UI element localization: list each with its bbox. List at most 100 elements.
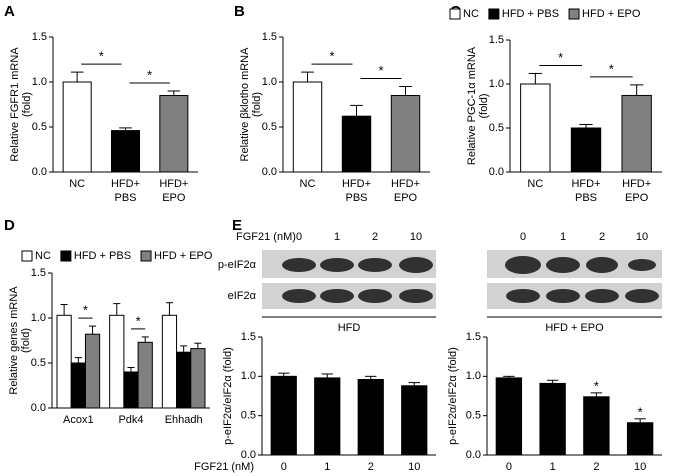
blot-band: [586, 257, 618, 273]
bar: [70, 362, 86, 409]
x-tick-label: Acox1: [63, 414, 94, 426]
bar: [159, 95, 189, 173]
blot-band: [282, 289, 316, 303]
x-tick-label: 2: [593, 461, 599, 473]
y-tick-label: 0.5: [241, 410, 256, 422]
legend-label: HFD + PBS: [502, 8, 559, 20]
y-axis-label: p-eIF2α/eIF2α (fold): [222, 347, 234, 445]
significance-label: *: [378, 63, 383, 78]
y-tick-label: 1.5: [262, 31, 277, 43]
lane-label: 0: [296, 231, 302, 243]
x-tick-label: 0: [281, 461, 287, 473]
y-tick-label: 1.5: [31, 267, 46, 279]
bar: [176, 351, 192, 409]
significance-label: *: [609, 61, 614, 76]
x-tick-label: HFD+: [622, 178, 651, 190]
x-tick-label: HFD+: [159, 178, 188, 190]
blot-band: [320, 289, 354, 303]
significance-label: *: [147, 67, 152, 82]
blot-band: [546, 289, 580, 303]
y-tick-label: 1.0: [241, 370, 256, 382]
x-tick-label: PBS: [345, 192, 367, 204]
y-tick-label: 1.5: [466, 331, 481, 343]
y-axis-label: Relative FGFR1 mRNA: [9, 47, 21, 162]
x-tick-label: HFD+: [111, 178, 140, 190]
panel-label: B: [234, 3, 245, 20]
blot-row-label: eIF2α: [228, 290, 257, 302]
y-tick-label: 0.5: [466, 410, 481, 422]
x-tick-label: Ehhadh: [165, 414, 203, 426]
bar: [137, 341, 153, 409]
bar: [357, 378, 384, 456]
blot-band: [506, 289, 540, 303]
bar: [270, 375, 297, 456]
legend-swatch: [140, 250, 152, 262]
x-tick-label: EPO: [162, 192, 186, 204]
lane-label: 2: [599, 231, 605, 243]
significance-label: *: [558, 50, 563, 65]
y-tick-label: 0.5: [489, 122, 504, 134]
blot-band: [320, 258, 354, 272]
x-tick-label: PBS: [575, 192, 597, 204]
bar: [539, 382, 566, 456]
x-tick-label: HFD+: [391, 178, 420, 190]
bar: [495, 377, 523, 456]
legend-label: HFD + EPO: [582, 8, 641, 20]
y-axis-label: (fold): [21, 92, 33, 117]
significance-label: *: [329, 49, 334, 64]
bar: [84, 333, 101, 409]
y-tick-label: 1.0: [32, 76, 47, 88]
lane-label: 1: [334, 231, 340, 243]
y-axis-label: (fold): [20, 328, 32, 353]
concentration-label: FGF21 (nM): [236, 231, 296, 243]
bar: [62, 81, 92, 173]
y-tick-label: 0.5: [31, 357, 46, 369]
x-tick-label: EPO: [625, 192, 649, 204]
y-tick-label: 1.5: [489, 34, 504, 46]
x-tick-label: EPO: [394, 192, 418, 204]
bar: [341, 115, 372, 173]
significance-label: *: [594, 378, 599, 393]
bar: [56, 314, 72, 409]
legend-swatch: [568, 8, 580, 20]
x-tick-label: NC: [69, 178, 85, 190]
x-tick-label: 1: [550, 461, 556, 473]
bar: [390, 95, 421, 173]
blot-band: [358, 289, 392, 303]
bar: [401, 385, 428, 456]
y-axis-label: p-eIF2α/eIF2α (fold): [447, 347, 459, 445]
x-tick-label: 2: [368, 461, 374, 473]
significance-label: *: [83, 303, 88, 318]
bar: [314, 377, 341, 456]
y-tick-label: 0.0: [241, 449, 256, 461]
legend-label: NC: [463, 8, 479, 20]
blot-band: [505, 256, 541, 274]
lane-label: 10: [636, 231, 648, 243]
bar: [161, 314, 178, 409]
blot-band: [358, 258, 392, 272]
y-axis-label: Relative PGC-1α mRNA: [466, 46, 478, 165]
blot-band: [399, 289, 433, 303]
legend-swatch: [21, 250, 33, 262]
x-tick-label: HFD+: [571, 178, 600, 190]
significance-label: *: [99, 49, 104, 64]
significance-label: *: [638, 404, 643, 419]
y-axis-label: Relative βklotho mRNA: [239, 47, 251, 162]
x-tick-label: 10: [634, 461, 646, 473]
y-tick-label: 1.0: [31, 312, 46, 324]
y-tick-label: 1.0: [466, 370, 481, 382]
y-tick-label: 1.5: [241, 331, 256, 343]
bar: [110, 130, 141, 173]
y-tick-label: 1.0: [262, 76, 277, 88]
blot-band: [546, 257, 580, 273]
bar: [621, 94, 652, 173]
bar: [626, 422, 654, 456]
x-tick-label: PBS: [114, 192, 136, 204]
lane-label: 2: [372, 231, 378, 243]
y-tick-label: 0.0: [466, 449, 481, 461]
legend-swatch: [60, 250, 72, 262]
x-tick-label: Pdk4: [118, 414, 143, 426]
legend-label: HFD + PBS: [74, 250, 131, 262]
x-tick-label: 1: [324, 461, 330, 473]
